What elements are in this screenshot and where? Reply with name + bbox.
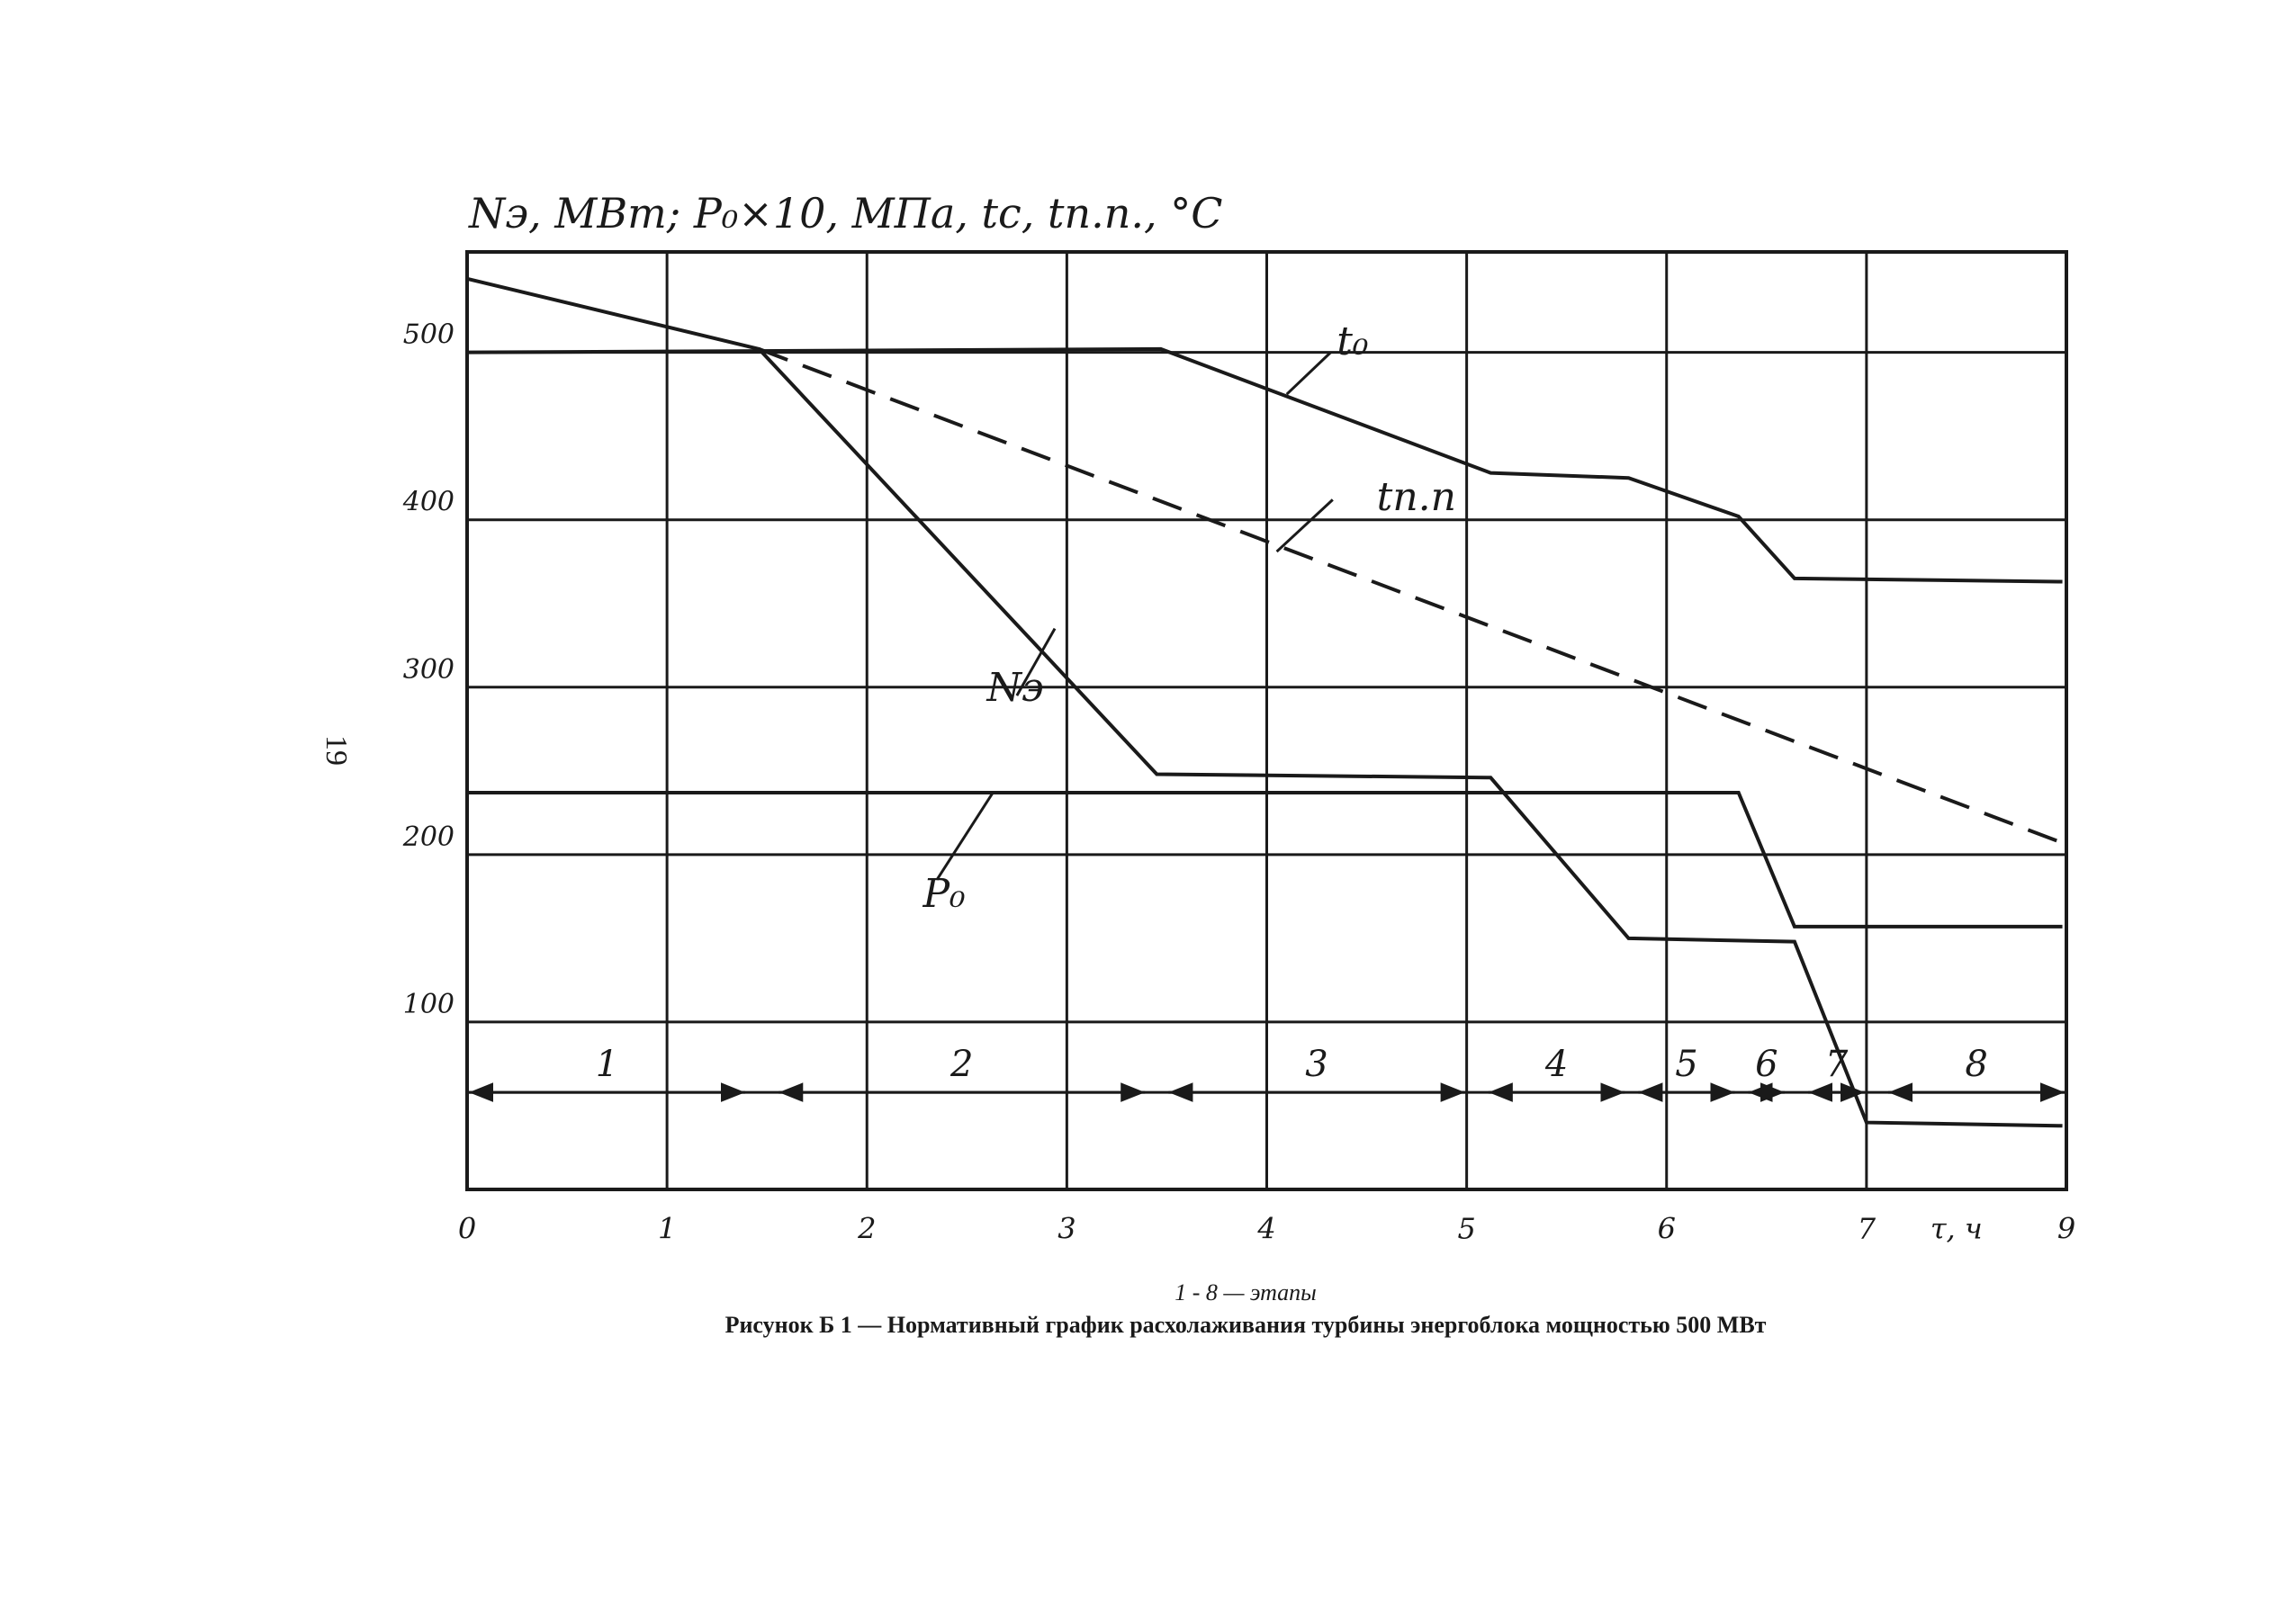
y-tick-label: 100: [403, 989, 454, 1020]
series-label: tп.п: [1377, 474, 1456, 520]
x-tick-label: 6: [1658, 1212, 1676, 1246]
series-label: Nэ: [986, 665, 1044, 711]
y-tick-label: 500: [403, 319, 454, 351]
stage-label: 3: [1305, 1044, 1328, 1085]
y-tick-label: 200: [402, 821, 454, 853]
label-leader: [1285, 351, 1332, 396]
series-label: t₀: [1336, 319, 1369, 364]
stage-label: 4: [1544, 1044, 1568, 1085]
series-line: [466, 276, 2063, 1128]
x-tick-label: 4: [1256, 1212, 1275, 1246]
series-label: P₀: [922, 871, 966, 917]
x-tick-label: 2: [857, 1212, 876, 1246]
series-line: [467, 791, 2063, 929]
series-line: [466, 346, 2063, 584]
page-number: 19: [320, 735, 353, 766]
stage-label: 1: [596, 1044, 618, 1085]
stage-label: 2: [950, 1044, 973, 1085]
label-leader: [935, 792, 994, 881]
x-tick-label: 5: [1457, 1212, 1475, 1246]
y-tick-label: 400: [402, 487, 454, 518]
y-tick-label: 300: [403, 654, 454, 686]
caption: Рисунок Б 1 — Нормативный график расхола…: [725, 1312, 1767, 1338]
x-axis-label: τ, ч: [1930, 1212, 1983, 1246]
stage-label: 7: [1825, 1044, 1849, 1085]
x-tick-label: 9: [2057, 1212, 2075, 1246]
label-leader: [1275, 498, 1334, 553]
x-tick-label: 3: [1058, 1212, 1076, 1246]
stage-label: 8: [1965, 1044, 1987, 1085]
stage-label: 5: [1675, 1044, 1697, 1085]
label-leader: [1015, 627, 1057, 696]
x-tick-label: 1: [658, 1212, 676, 1246]
stage-label: 6: [1755, 1044, 1778, 1085]
stages-note: 1 - 8 — этапы: [1174, 1279, 1317, 1305]
chart-title: Nэ, МВт; P₀×10, МПа, tc, tп.п., °C: [468, 189, 1222, 238]
x-tick-label: 0: [458, 1212, 476, 1246]
x-tick-label: 7: [1858, 1212, 1876, 1246]
